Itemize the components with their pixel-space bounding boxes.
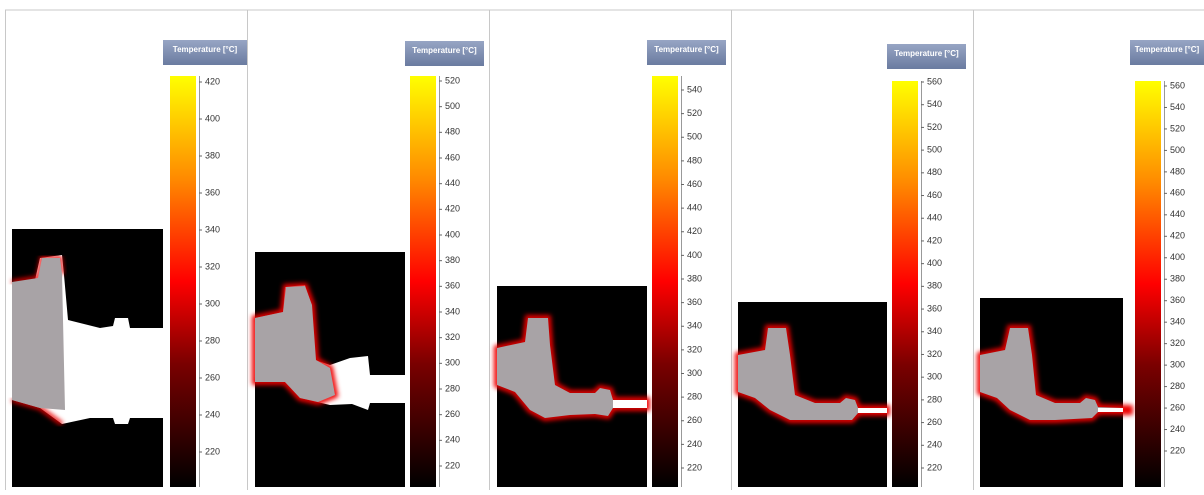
tick-label: 340 [927, 326, 942, 336]
tick-label: 360 [687, 297, 702, 307]
simulation-5 [980, 298, 1130, 487]
tick-label: 280 [445, 383, 460, 393]
tick-label: 360 [445, 281, 460, 291]
tick-label: 360 [1170, 295, 1185, 305]
tick-label: 400 [445, 229, 460, 239]
tick-label: 240 [1170, 424, 1185, 434]
tick-label: 480 [1170, 166, 1185, 176]
tick-label: 380 [1170, 274, 1185, 284]
tick-label: 220 [1170, 445, 1185, 455]
tick-label: 460 [927, 190, 942, 200]
colorbar-title: Temperature [°C] [894, 49, 959, 58]
colorbar [652, 76, 678, 487]
tick-label: 400 [927, 258, 942, 268]
tick-label: 240 [445, 435, 460, 445]
tick-label: 380 [205, 150, 220, 160]
tick-label: 260 [687, 415, 702, 425]
tick-label: 420 [205, 76, 220, 86]
tick-label: 480 [687, 155, 702, 165]
tick-label: 240 [687, 439, 702, 449]
figure: Temperature [°C] 420 400 380 360 340 320 300 280… [0, 0, 1204, 490]
tick-label: 240 [205, 409, 220, 419]
colorbar [1135, 81, 1161, 487]
tick-label: 380 [445, 255, 460, 265]
tick-label: 260 [205, 372, 220, 382]
tick-label: 560 [927, 76, 942, 86]
tick-label: 440 [687, 203, 702, 213]
simulation-1 [12, 229, 163, 487]
tick-label: 340 [1170, 317, 1185, 327]
tick-label: 220 [445, 460, 460, 470]
tick-label: 360 [205, 187, 220, 197]
tick-label: 280 [927, 394, 942, 404]
colorbar [892, 81, 918, 487]
tick-label: 300 [1170, 359, 1185, 369]
tick-label: 400 [687, 250, 702, 260]
tick-label: 400 [205, 113, 220, 123]
tick-label: 340 [687, 321, 702, 331]
tick-label: 420 [687, 226, 702, 236]
tick-label: 360 [927, 303, 942, 313]
tick-label: 340 [445, 306, 460, 316]
tick-label: 520 [1170, 123, 1185, 133]
tick-label: 500 [1170, 145, 1185, 155]
tick-label: 320 [927, 349, 942, 359]
tick-label: 320 [445, 332, 460, 342]
tick-label: 240 [927, 440, 942, 450]
tick-label: 460 [445, 152, 460, 162]
colorbar-title: Temperature [°C] [654, 45, 719, 54]
tick-label: 480 [445, 127, 460, 137]
colorbar-title: Temperature [°C] [412, 46, 477, 55]
colorbar-title: Temperature [°C] [173, 45, 238, 54]
tick-label: 220 [927, 462, 942, 472]
simulation-2 [255, 252, 405, 487]
tick-label: 400 [1170, 252, 1185, 262]
tick-label: 440 [1170, 209, 1185, 219]
tick-label: 320 [687, 344, 702, 354]
tick-label: 300 [445, 358, 460, 368]
colorbar [410, 76, 436, 487]
tick-label: 460 [687, 179, 702, 189]
tick-label: 440 [445, 178, 460, 188]
tick-label: 460 [1170, 188, 1185, 198]
tick-label: 420 [927, 235, 942, 245]
tick-label: 520 [927, 122, 942, 132]
tick-label: 480 [927, 167, 942, 177]
tick-label: 300 [927, 372, 942, 382]
tick-label: 440 [927, 213, 942, 223]
tick-label: 280 [687, 392, 702, 402]
tick-label: 500 [687, 132, 702, 142]
tick-label: 320 [1170, 338, 1185, 348]
tick-label: 520 [687, 108, 702, 118]
tick-label: 500 [445, 101, 460, 111]
tick-label: 300 [205, 298, 220, 308]
tick-label: 520 [445, 75, 460, 85]
tick-label: 260 [1170, 402, 1185, 412]
simulation-3 [497, 286, 647, 487]
tick-label: 540 [927, 99, 942, 109]
tick-label: 560 [1170, 80, 1185, 90]
tick-label: 260 [927, 417, 942, 427]
tick-label: 540 [687, 84, 702, 94]
tick-label: 420 [445, 204, 460, 214]
tick-label: 340 [205, 224, 220, 234]
tick-label: 420 [1170, 231, 1185, 241]
tick-label: 280 [1170, 381, 1185, 391]
colorbar-title: Temperature [°C] [1135, 45, 1200, 54]
tick-label: 500 [927, 144, 942, 154]
tick-label: 540 [1170, 102, 1185, 112]
simulation-4 [738, 302, 887, 487]
tick-label: 300 [687, 368, 702, 378]
tick-label: 320 [205, 261, 220, 271]
tick-label: 260 [445, 409, 460, 419]
tick-label: 220 [687, 462, 702, 472]
tick-label: 280 [205, 335, 220, 345]
tick-label: 220 [205, 446, 220, 456]
colorbar [170, 76, 196, 487]
tick-label: 380 [687, 273, 702, 283]
tick-label: 380 [927, 281, 942, 291]
